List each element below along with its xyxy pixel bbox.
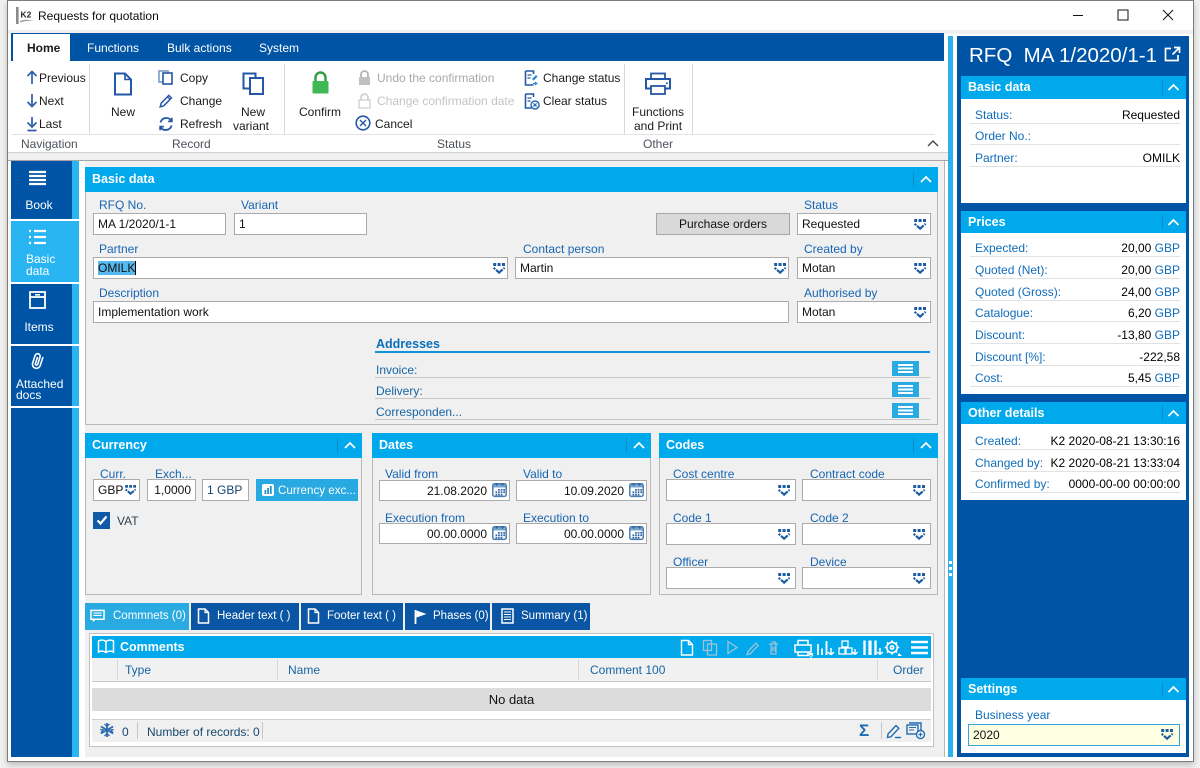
- svg-text:K2: K2: [21, 10, 32, 20]
